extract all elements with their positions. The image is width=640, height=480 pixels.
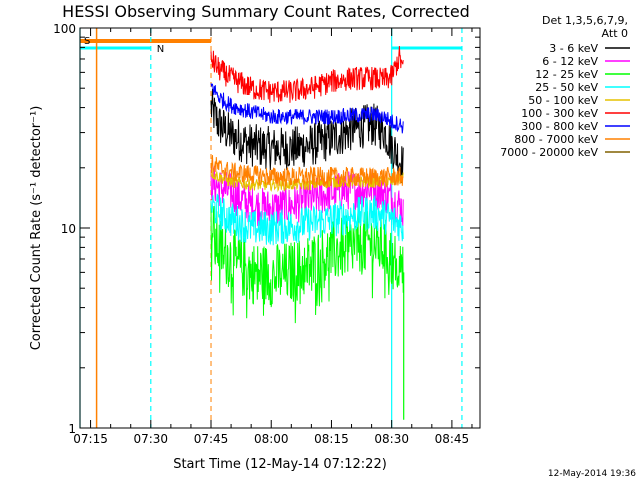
legend-entry-label: 50 - 100 keV	[528, 94, 598, 107]
y-tick-label: 100	[53, 22, 76, 36]
y-tick-label: 1	[68, 422, 76, 436]
legend-entry-label: 7000 - 20000 keV	[500, 146, 598, 159]
saa-flag-label: S	[84, 36, 90, 47]
footer-date: 12-May-2014 19:36	[548, 469, 636, 479]
legend-entry-label: 6 - 12 keV	[542, 55, 598, 68]
x-tick-label: 08:30	[374, 432, 409, 446]
legend-entry-label: 3 - 6 keV	[549, 42, 598, 55]
series-line	[210, 201, 404, 324]
series-line	[210, 88, 404, 184]
axes: 07:15 07:30 07:45 08:00 08:15 08:30 08:45 1 10 10…	[53, 22, 481, 446]
legend-header-line-2: Att 0	[602, 27, 628, 40]
legend-header-line-1: Det 1,3,5,6,7,9,	[542, 14, 628, 27]
x-tick-label: 08:45	[435, 432, 470, 446]
legend-entry-label: 100 - 300 keV	[521, 107, 598, 120]
x-tick-label: 08:15	[314, 432, 349, 446]
legend-entry-label: 300 - 800 keV	[521, 120, 598, 133]
x-axis-label: Start Time (12-May-14 07:12:22)	[173, 457, 387, 472]
night-flag-label: N	[157, 44, 164, 55]
chart-title: HESSI Observing Summary Count Rates, Cor…	[62, 2, 470, 21]
legend-entry-label: 25 - 50 keV	[535, 81, 598, 94]
x-tick-label: 07:15	[73, 432, 108, 446]
legend-entry-label: 800 - 7000 keV	[514, 133, 598, 146]
series-line	[210, 45, 404, 103]
x-tick-label: 07:30	[133, 432, 168, 446]
legend-entry-label: 12 - 25 keV	[535, 68, 598, 81]
series-line	[210, 155, 404, 188]
x-tick-label: 08:00	[254, 432, 289, 446]
series-line	[210, 83, 404, 134]
y-axis-label: Corrected Count Rate (s⁻¹ detector⁻¹)	[29, 106, 44, 351]
data-series	[210, 45, 405, 420]
series-line	[210, 193, 404, 246]
x-tick-label: 07:45	[194, 432, 229, 446]
y-tick-label: 10	[61, 222, 76, 236]
